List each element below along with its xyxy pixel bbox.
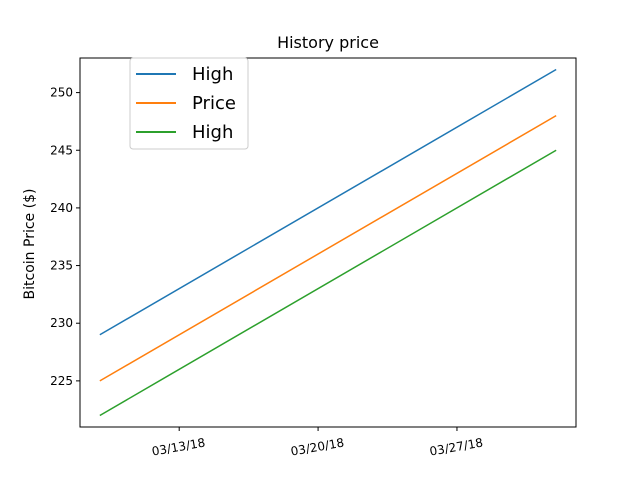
- legend-label-2: High: [192, 122, 233, 143]
- legend-label-1: Price: [192, 93, 236, 114]
- y-tick-label: 225: [50, 374, 73, 388]
- y-tick-label: 230: [50, 316, 73, 330]
- chart-title: History price: [277, 33, 379, 52]
- plot-frame: [79, 57, 577, 428]
- y-tick-label: 245: [50, 143, 73, 157]
- y-axis-title: Bitcoin Price ($): [22, 189, 38, 300]
- legend-box: [129, 57, 249, 150]
- x-tick-label: 03/13/18: [151, 435, 207, 458]
- y-tick-label: 240: [50, 201, 73, 215]
- series-line-2: [99, 149, 557, 417]
- x-tick-label: 03/20/18: [290, 435, 346, 458]
- y-tick-label: 235: [50, 259, 73, 273]
- legend-label-0: High: [192, 64, 233, 85]
- axes: 225 230 235 240 245 250 03/13/18 03/20/18 03/27/…: [50, 86, 484, 459]
- plot-area: [99, 68, 557, 417]
- series-line-1: [99, 115, 557, 382]
- legend: High Price High: [129, 57, 249, 150]
- x-tick-label: 03/27/18: [429, 435, 485, 458]
- y-tick-label: 250: [50, 86, 73, 100]
- series-line-0: [99, 68, 557, 336]
